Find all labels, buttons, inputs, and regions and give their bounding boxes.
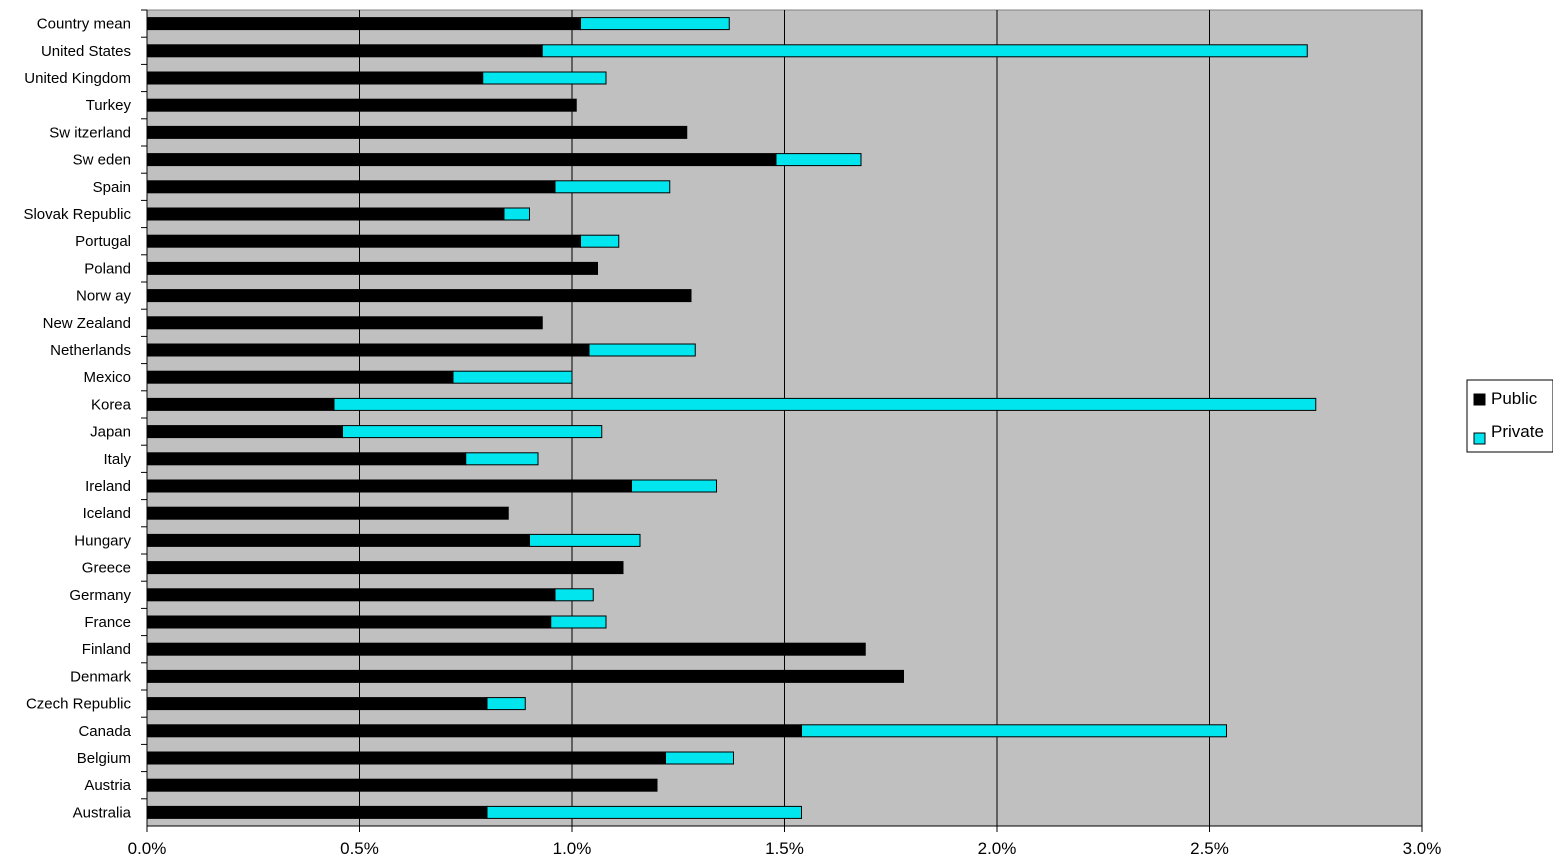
bar-private-29: [486, 805, 802, 819]
bar-private-5: [775, 153, 862, 167]
bar-public-3: [146, 98, 577, 112]
bar-public-25: [146, 697, 488, 711]
category-label: Mexico: [83, 369, 131, 386]
category-label: United Kingdom: [24, 70, 131, 87]
x-tick-label: 1.5%: [765, 839, 804, 858]
bar-private-6: [554, 180, 671, 194]
category-label: Turkey: [86, 97, 132, 114]
bar-private-14: [333, 397, 1317, 411]
bar-private-13: [452, 370, 573, 384]
bar-public-13: [146, 370, 454, 384]
bar-public-24: [146, 669, 904, 683]
legend-swatch-public: [1473, 393, 1486, 406]
category-label: Finland: [82, 641, 131, 658]
category-label: Japan: [90, 424, 131, 441]
bar-public-8: [146, 234, 581, 248]
category-label: Sw itzerland: [49, 124, 131, 141]
bar-public-19: [146, 533, 530, 547]
bar-public-0: [146, 17, 581, 31]
category-label: Ireland: [85, 478, 131, 495]
category-label: Norw ay: [76, 288, 132, 305]
category-label: Sw eden: [73, 152, 131, 169]
category-label: Australia: [73, 804, 132, 821]
category-labels: Country mean United States United Kingdom T…: [23, 9, 147, 821]
legend-box: [1466, 379, 1553, 453]
bar-public-26: [146, 724, 802, 738]
bar-private-7: [503, 207, 530, 221]
x-tick-label: 3.0%: [1403, 839, 1442, 858]
bar-public-28: [146, 778, 658, 792]
bar-public-17: [146, 479, 632, 493]
category-label: Belgium: [77, 750, 131, 767]
category-label: Portugal: [75, 233, 131, 250]
category-label: Germany: [69, 587, 131, 604]
bar-private-0: [580, 17, 730, 31]
bar-private-12: [588, 343, 696, 357]
bar-public-16: [146, 452, 467, 466]
x-axis: 0.0% 0.5% 1.0% 1.5% 2.0% 2.5% 3.0%: [128, 10, 1442, 858]
category-label: Czech Republic: [26, 696, 132, 713]
bar-public-2: [146, 71, 484, 85]
bar-public-14: [146, 397, 335, 411]
bar-private-26: [801, 724, 1227, 738]
bar-private-16: [465, 452, 539, 466]
category-label: United States: [41, 43, 131, 60]
category-label: Canada: [78, 723, 131, 740]
bar-public-12: [146, 343, 590, 357]
category-label: Netherlands: [50, 342, 131, 359]
category-label: Austria: [84, 777, 131, 794]
bar-public-18: [146, 506, 509, 520]
bar-public-10: [146, 289, 692, 303]
bar-private-19: [529, 533, 641, 547]
bar-public-4: [146, 125, 688, 139]
legend-label-private: Private: [1491, 422, 1544, 441]
x-tick-label: 0.0%: [128, 839, 167, 858]
x-tick-label: 2.5%: [1190, 839, 1229, 858]
bar-public-1: [146, 44, 543, 58]
bar-public-20: [146, 561, 624, 575]
x-tick-label: 0.5%: [340, 839, 379, 858]
bar-public-6: [146, 180, 556, 194]
bars: [146, 17, 1317, 819]
category-label: Poland: [84, 260, 131, 277]
bar-private-2: [482, 71, 607, 85]
x-tick-label: 2.0%: [978, 839, 1017, 858]
x-tick-label: 1.0%: [553, 839, 592, 858]
category-label: Korea: [91, 396, 132, 413]
bar-public-23: [146, 642, 866, 656]
bar-private-17: [631, 479, 717, 493]
bar-private-27: [665, 751, 734, 765]
legend-swatch-private: [1473, 432, 1486, 445]
legend-label-public: Public: [1491, 389, 1538, 408]
bar-private-8: [580, 234, 620, 248]
category-label: Iceland: [83, 505, 131, 522]
bar-private-15: [342, 425, 603, 439]
bar-private-21: [554, 588, 594, 602]
bar-public-5: [146, 153, 777, 167]
category-label: Hungary: [74, 532, 131, 549]
bar-public-21: [146, 588, 556, 602]
bar-private-25: [486, 697, 526, 711]
category-label: Country mean: [37, 16, 131, 33]
category-label: Denmark: [70, 668, 131, 685]
category-label: Italy: [103, 451, 131, 468]
legend: Public Private: [1466, 379, 1553, 453]
bar-public-7: [146, 207, 505, 221]
gridlines: [359, 10, 1423, 826]
category-label: New Zealand: [43, 315, 131, 332]
bar-public-29: [146, 805, 488, 819]
bar-public-9: [146, 261, 598, 275]
category-label: Greece: [82, 560, 131, 577]
bar-public-22: [146, 615, 552, 629]
category-label: Spain: [93, 179, 131, 196]
bar-public-27: [146, 751, 666, 765]
category-label: Slovak Republic: [23, 206, 131, 223]
bar-private-22: [550, 615, 607, 629]
category-label: France: [84, 614, 131, 631]
bar-public-15: [146, 425, 343, 439]
bar-public-11: [146, 316, 543, 330]
bar-private-1: [541, 44, 1308, 58]
